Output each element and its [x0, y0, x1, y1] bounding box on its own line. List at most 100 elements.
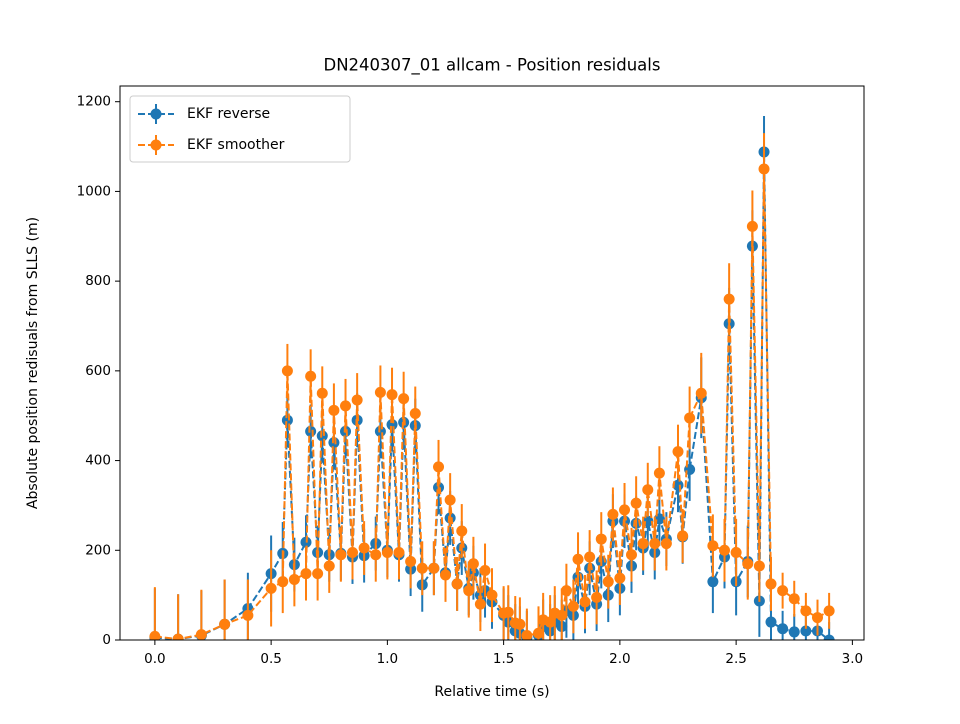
point: [672, 446, 684, 458]
legend-label: EKF smoother: [187, 137, 285, 153]
point: [242, 609, 254, 621]
point: [677, 530, 689, 542]
point: [288, 573, 300, 585]
point: [219, 618, 231, 630]
legend-marker: [150, 108, 162, 120]
point: [758, 163, 770, 175]
y-tick-label: 200: [85, 542, 111, 558]
point: [730, 547, 742, 559]
point: [467, 558, 479, 570]
point: [405, 555, 417, 567]
point: [381, 547, 393, 559]
point: [742, 558, 754, 570]
point: [579, 596, 591, 608]
point: [351, 394, 363, 406]
point: [595, 533, 607, 545]
point: [440, 569, 451, 581]
chart-title: DN240307_01 allcam - Position residuals: [324, 56, 661, 76]
point: [398, 393, 410, 405]
point: [660, 538, 672, 550]
point: [300, 568, 312, 580]
point: [746, 220, 758, 232]
point: [777, 585, 789, 597]
point: [653, 467, 665, 479]
point: [305, 425, 317, 437]
point: [560, 585, 572, 597]
legend-box: [129, 95, 351, 163]
y-tick-label: 800: [85, 273, 111, 289]
point: [788, 626, 800, 638]
point: [823, 605, 835, 617]
point: [281, 414, 293, 426]
point: [642, 484, 654, 496]
point: [707, 540, 719, 552]
point: [195, 629, 207, 640]
point: [765, 578, 777, 590]
legend: EKF reverse EKF smoother: [129, 95, 351, 163]
point: [370, 549, 382, 561]
x-tick-label: 1.5: [493, 651, 514, 667]
point: [416, 562, 428, 574]
point: [474, 598, 486, 610]
point: [591, 591, 603, 603]
point: [316, 387, 328, 399]
y-tick-label: 600: [85, 363, 111, 379]
x-tick-label: 1.0: [377, 651, 398, 667]
point: [556, 609, 568, 621]
point: [777, 623, 789, 635]
point: [567, 600, 579, 612]
point: [374, 386, 386, 398]
point: [649, 538, 661, 550]
point: [800, 625, 812, 637]
legend-marker: [150, 139, 162, 151]
point: [386, 419, 398, 431]
y-axis-label: Absolute position redisuals from SLLS (m…: [25, 217, 41, 509]
point: [335, 549, 347, 561]
point: [149, 630, 161, 640]
x-axis-label: Relative time (s): [434, 684, 549, 700]
point: [347, 547, 358, 559]
y-tick-label: 1000: [77, 183, 111, 199]
point: [409, 407, 421, 419]
point: [753, 560, 765, 572]
x-tick-label: 2.5: [725, 651, 746, 667]
point: [281, 365, 293, 377]
point: [463, 585, 475, 597]
y-tick-label: 400: [85, 453, 111, 469]
point: [316, 430, 328, 442]
series: [149, 133, 835, 640]
point: [323, 560, 335, 572]
point: [358, 542, 370, 554]
point: [695, 387, 707, 399]
point: [602, 576, 614, 588]
point: [433, 461, 445, 473]
point: [514, 618, 526, 630]
point: [765, 616, 777, 628]
point: [619, 504, 631, 516]
point: [312, 568, 324, 580]
point: [521, 630, 533, 640]
point: [584, 551, 596, 563]
point: [626, 549, 637, 561]
x-tick-label: 0.0: [144, 651, 165, 667]
point: [277, 576, 289, 588]
axes-frame: [119, 85, 865, 641]
legend-label: EKF reverse: [187, 106, 270, 122]
point: [456, 525, 468, 537]
x-tick-label: 2.0: [609, 651, 630, 667]
x-tick-label: 3.0: [842, 651, 863, 667]
point: [305, 370, 317, 382]
point: [486, 589, 498, 601]
point: [328, 404, 340, 416]
point: [707, 576, 719, 588]
y-tick-label: 1200: [77, 94, 111, 110]
point: [444, 494, 456, 506]
point: [630, 497, 642, 509]
point: [172, 633, 184, 640]
plot-area: [149, 116, 835, 640]
point: [502, 606, 514, 618]
point: [393, 547, 405, 559]
point: [544, 616, 556, 628]
point: [823, 634, 835, 640]
